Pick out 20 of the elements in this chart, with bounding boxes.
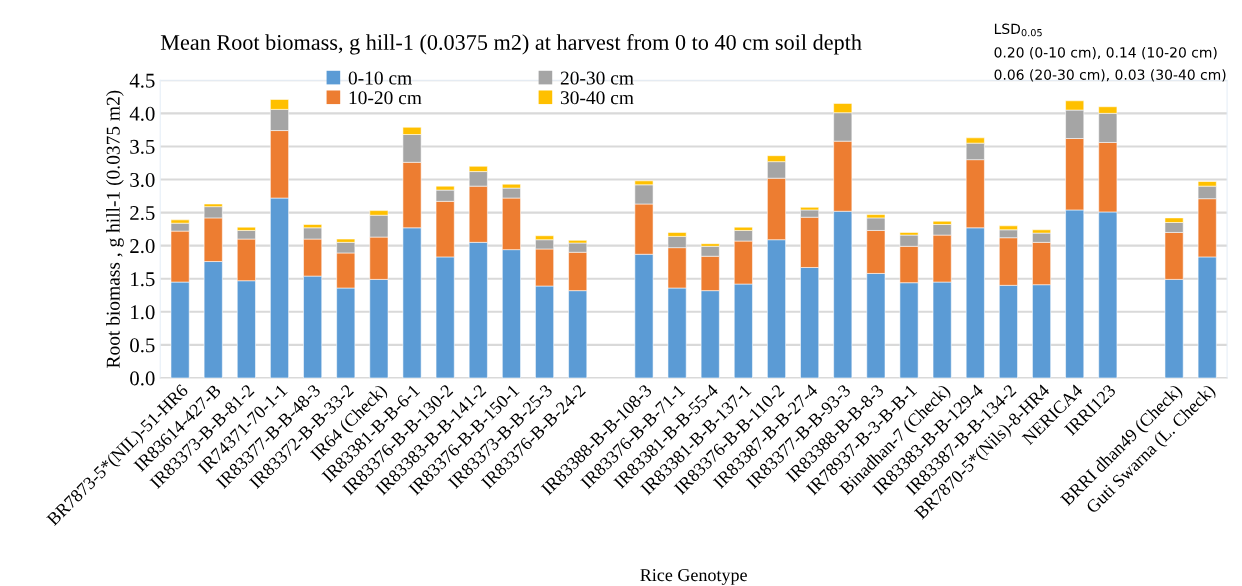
y-tick-label: 4.5 [129, 73, 155, 88]
y-tick-label: 0.0 [130, 371, 155, 386]
legend-label: 0-10 cm [348, 71, 412, 85]
x-axis-title: Rice Genotype [640, 569, 747, 585]
y-tick-label: 2.5 [130, 206, 155, 221]
text: 0.20 (0-10 cm), 0.14 (10-20 cm) [994, 46, 1217, 60]
y-tick-label: 4.0 [129, 106, 155, 121]
y-axis-title: Root biomass , g hill-1 (0.0375 m2) [106, 90, 124, 368]
chart-title: Mean Root biomass, g hill-1 (0.0375 m2) at harvest from 0 to 40 cm soil depth [160, 34, 862, 55]
y-tick-label: 2.0 [130, 239, 155, 254]
legend-label: 10-20 cm [349, 91, 422, 105]
y-tick-label: 1.5 [131, 272, 155, 287]
y-tick-label: 3.5 [130, 139, 155, 154]
y-tick-label: 3.0 [130, 172, 155, 188]
text: LSD$_{0.05}$ [994, 23, 1042, 37]
legend-label: 20-30 cm [560, 71, 634, 85]
legend-label: 30-40 cm [560, 91, 634, 105]
y-tick-label: 1.0 [131, 305, 155, 320]
annotation: 0.06 (20-30 cm), 0.03 (30-40 cm) [994, 69, 1226, 82]
y-tick-label: 0.5 [130, 338, 155, 353]
